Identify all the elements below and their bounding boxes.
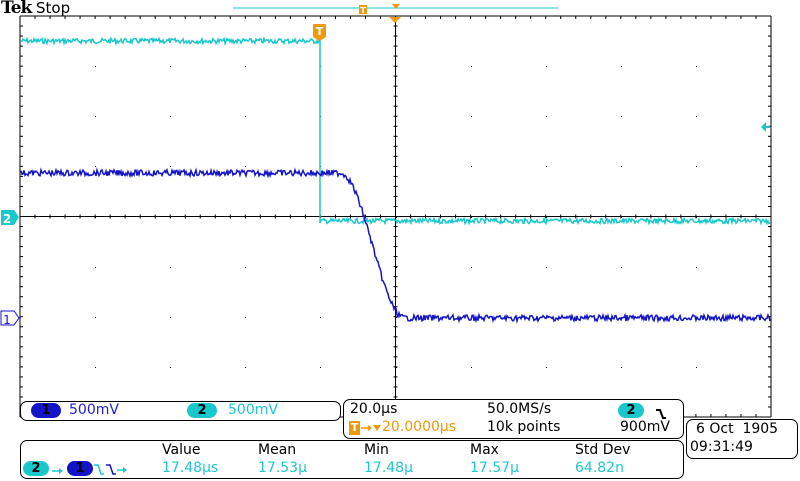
delay-arrow-icon <box>361 420 383 440</box>
graticule <box>19 15 772 418</box>
value-max: 17.57µ <box>470 460 519 476</box>
ch2-ground-marker[interactable]: 2 <box>1 210 19 226</box>
header-max: Max <box>470 442 499 458</box>
ch1-scale[interactable]: 500mV <box>69 402 119 418</box>
svg-text:2: 2 <box>3 212 11 226</box>
header-mean: Mean <box>258 442 297 458</box>
value-current: 17.48µs <box>162 460 219 476</box>
ch2-scale[interactable]: 500mV <box>228 402 278 418</box>
header-value: Value <box>162 442 201 458</box>
channel-readout: 1 500mV 2 500mV <box>20 401 341 421</box>
ch2-badge[interactable]: 2 <box>187 403 217 418</box>
record-length: 10k points <box>487 419 561 435</box>
measure-source-ch1[interactable]: 1 <box>67 461 93 476</box>
horizontal-position-bar[interactable]: T <box>233 4 558 15</box>
measure-source-ch2[interactable]: 2 <box>23 461 49 476</box>
header-min: Min <box>364 442 389 458</box>
brand-logo: Tek <box>1 0 32 18</box>
date: 6 Oct 1905 <box>696 421 779 437</box>
trigger-position-marker[interactable]: T <box>313 24 326 41</box>
trigger-position-label: T <box>316 25 324 38</box>
datetime-readout: 6 Oct 1905 09:31:49 <box>686 419 798 459</box>
value-std-dev: 64.82n <box>575 460 624 476</box>
sample-rate: 50.0MS/s <box>487 401 552 417</box>
arrow-right-icon <box>52 462 64 481</box>
trigger-level[interactable]: 900mV <box>620 419 670 435</box>
center-marker-icon <box>389 17 401 23</box>
ch1-badge[interactable]: 1 <box>31 403 61 418</box>
ch1-ground-marker[interactable]: 1 <box>0 310 20 327</box>
ch2-trigger-level-arrow-icon[interactable] <box>761 122 770 132</box>
trigger-delay[interactable]: 20.0000µs <box>382 419 457 435</box>
ch1-waveform <box>20 167 771 324</box>
time: 09:31:49 <box>690 439 753 455</box>
svg-text:1: 1 <box>3 313 11 327</box>
acquisition-status: Stop <box>36 0 71 17</box>
trigger-source-badge[interactable]: 2 <box>618 403 644 418</box>
falling-edge-icon <box>656 405 666 424</box>
svg-text:T: T <box>360 6 366 15</box>
horizontal-readout: 20.0µs 50.0MS/s 2 T 20.0000µs 10k points… <box>343 399 684 439</box>
delay-falling-falling-icon <box>94 462 130 481</box>
value-min: 17.48µ <box>364 460 413 476</box>
ch2-waveform <box>20 36 771 227</box>
measurement-readout: 2 1 Value Mean Min Max Std Dev 17.48µs 1… <box>20 440 684 479</box>
trigger-delay-icon: T <box>349 421 360 435</box>
timebase[interactable]: 20.0µs <box>350 401 398 417</box>
header-std-dev: Std Dev <box>575 442 631 458</box>
value-mean: 17.53µ <box>258 460 307 476</box>
